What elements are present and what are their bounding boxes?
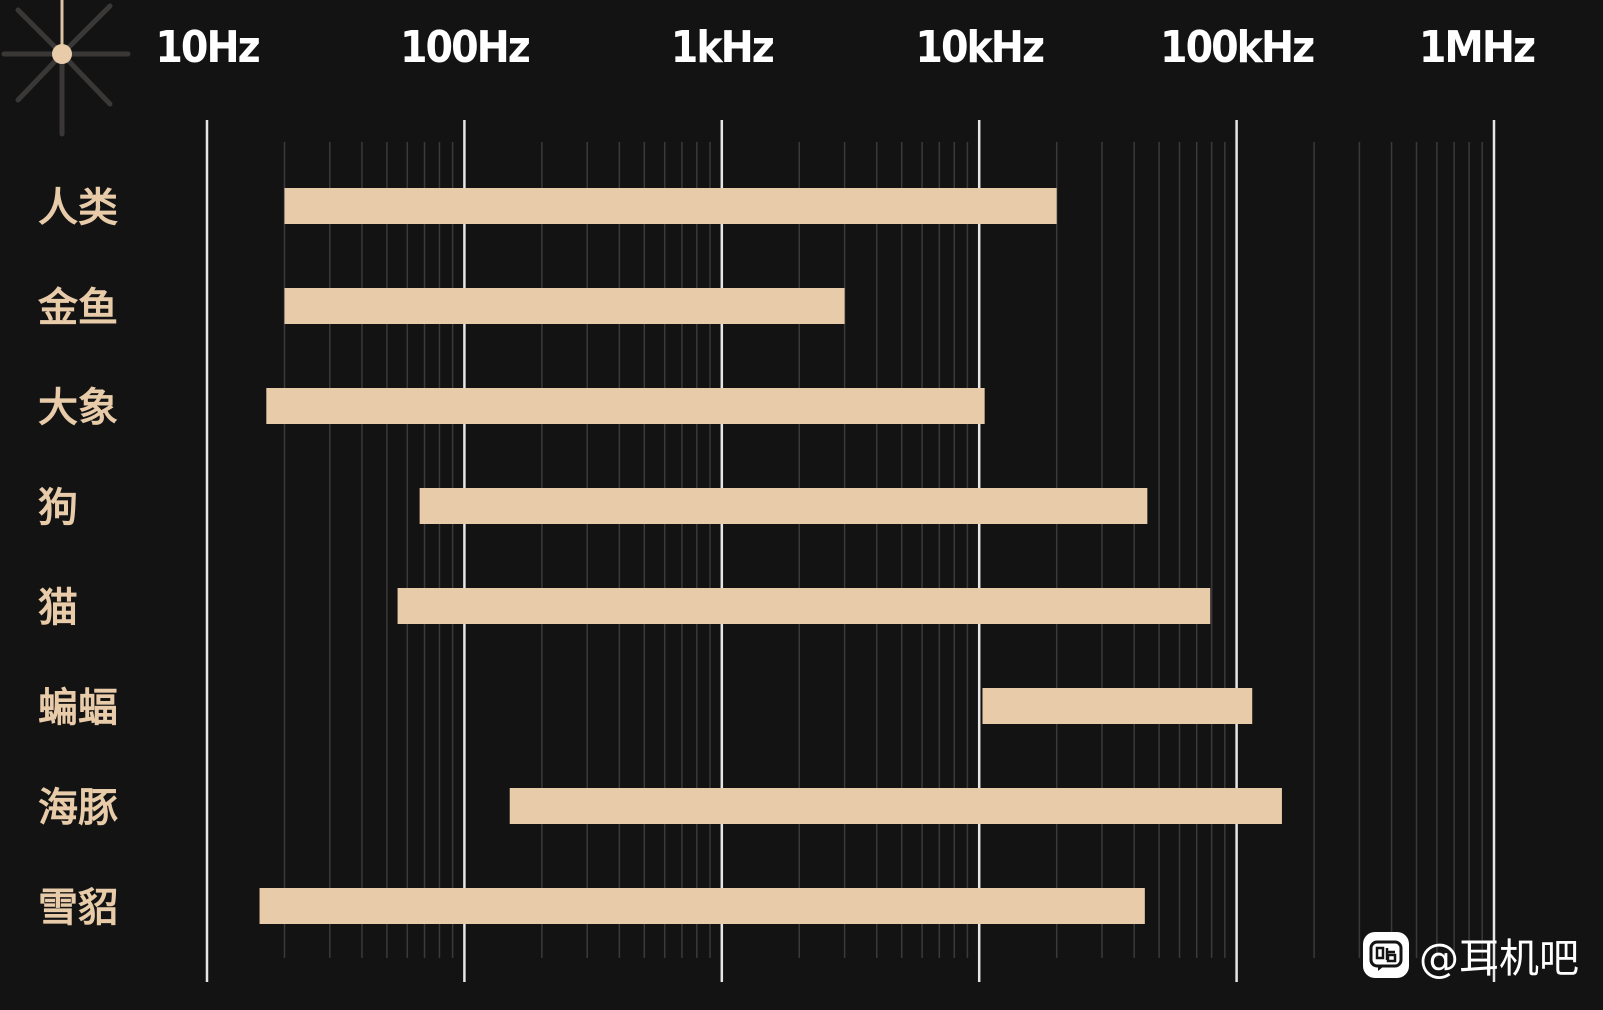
category-label: 雪貂 xyxy=(38,885,118,931)
pendant-light-icon xyxy=(1,0,131,137)
x-tick-label: 10kHz xyxy=(915,22,1044,73)
x-tick-label: 100Hz xyxy=(400,22,530,73)
range-bars xyxy=(259,188,1282,924)
major-gridlines xyxy=(205,120,1496,982)
watermark: @耳机吧 xyxy=(1363,926,1579,984)
x-tick-label: 100kHz xyxy=(1160,22,1314,73)
category-label: 狗 xyxy=(38,485,78,531)
tieba-icon xyxy=(1363,932,1409,978)
range-bar xyxy=(284,288,845,324)
category-label: 金鱼 xyxy=(37,285,118,331)
x-tick-label: 10Hz xyxy=(155,22,259,73)
x-axis-tick-labels: 10Hz 100Hz 1kHz 10kHz 100kHz 1MHz xyxy=(155,22,1537,73)
category-label: 大象 xyxy=(38,385,118,431)
x-tick-label: 1MHz xyxy=(1419,22,1535,73)
range-bar xyxy=(982,688,1253,724)
range-bar xyxy=(266,388,985,424)
watermark-text: @耳机吧 xyxy=(1419,936,1579,982)
range-bar xyxy=(284,188,1057,224)
category-label: 海豚 xyxy=(38,785,118,831)
category-label: 蝙蝠 xyxy=(38,685,118,731)
category-label: 猫 xyxy=(38,585,78,631)
range-bar xyxy=(419,488,1148,524)
range-bar xyxy=(259,888,1145,924)
category-label: 人类 xyxy=(38,185,118,231)
x-tick-label: 1kHz xyxy=(671,22,774,73)
range-bar xyxy=(509,788,1282,824)
range-bar xyxy=(397,588,1211,624)
